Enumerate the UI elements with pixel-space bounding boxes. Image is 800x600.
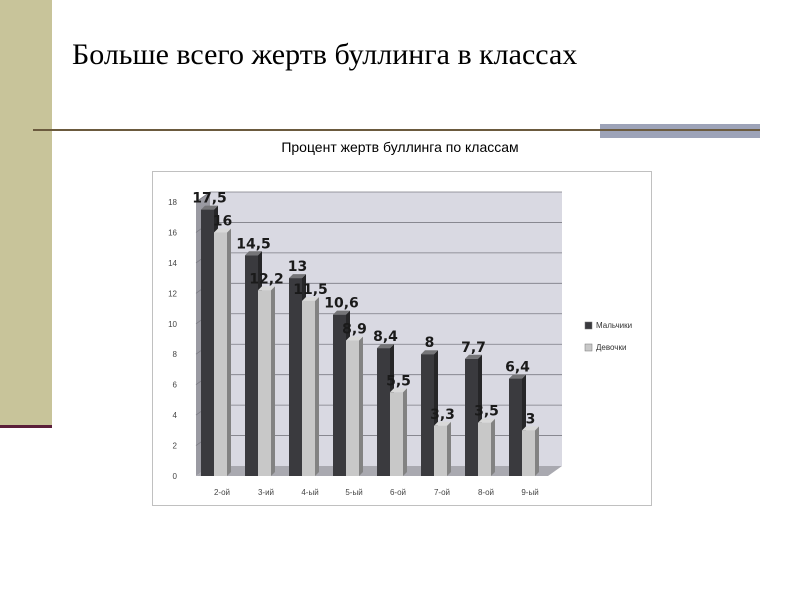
bar-girls xyxy=(478,422,491,476)
bar-side xyxy=(315,296,319,476)
bar-side xyxy=(403,388,407,476)
bar-girls xyxy=(302,300,315,476)
x-tick-label: 2-ой xyxy=(214,488,230,497)
data-label-boys: 8,4 xyxy=(373,329,398,345)
bar-top xyxy=(333,310,350,315)
bar-top xyxy=(478,418,495,423)
bar-girls xyxy=(346,340,359,476)
x-tick-label: 3-ий xyxy=(258,488,274,497)
bar-boys xyxy=(333,314,346,476)
bar-top xyxy=(346,336,363,341)
bar-top xyxy=(421,350,438,355)
bar-top xyxy=(289,274,306,279)
bar-top xyxy=(245,251,262,256)
legend-swatch-boys xyxy=(584,321,593,330)
bar-boys xyxy=(421,354,434,476)
y-tick-label: 4 xyxy=(173,411,178,420)
bar-girls xyxy=(434,425,447,476)
data-label-boys: 13 xyxy=(288,259,307,275)
data-label-boys: 10,6 xyxy=(324,296,359,312)
bar-boys xyxy=(377,348,390,476)
title-divider-accent-line xyxy=(600,129,760,131)
bar-top xyxy=(434,421,451,426)
x-tick-label: 4-ый xyxy=(301,488,318,497)
bar-side xyxy=(447,421,451,476)
slide-title: Больше всего жертв буллинга в классах xyxy=(72,38,578,71)
data-label-girls: 12,2 xyxy=(249,271,284,287)
bar-top xyxy=(465,354,482,359)
bar-top xyxy=(377,344,394,349)
data-label-girls: 3,3 xyxy=(430,407,455,423)
bar-boys xyxy=(465,358,478,476)
bar-boys xyxy=(245,255,258,476)
bar-side xyxy=(271,286,275,476)
y-tick-label: 6 xyxy=(173,381,178,390)
bar-top xyxy=(522,426,539,431)
y-tick-label: 0 xyxy=(173,472,178,481)
data-label-girls: 16 xyxy=(213,213,232,229)
y-tick-label: 14 xyxy=(168,259,177,268)
data-label-girls: 3,5 xyxy=(474,404,499,420)
legend-swatch-girls xyxy=(584,343,593,352)
data-label-boys: 6,4 xyxy=(505,360,530,376)
bar-top xyxy=(258,286,275,291)
title-divider xyxy=(33,129,600,131)
bar-side xyxy=(491,418,495,476)
y-tick-label: 12 xyxy=(168,289,177,298)
legend-label-girls: Девочки xyxy=(596,343,626,352)
data-label-girls: 8,9 xyxy=(342,322,367,338)
bar-girls xyxy=(522,430,535,476)
x-tick-label: 8-ой xyxy=(478,488,494,497)
bar-side xyxy=(359,336,363,476)
sidebar-decoration xyxy=(0,0,52,425)
x-tick-label: 6-ой xyxy=(390,488,406,497)
data-label-girls: 3 xyxy=(526,411,536,427)
x-tick-label: 9-ый xyxy=(521,488,538,497)
bar-top xyxy=(302,296,319,301)
bar-top xyxy=(509,374,526,379)
bar-top xyxy=(214,228,231,233)
bar-boys xyxy=(289,278,302,476)
sidebar-underline xyxy=(0,425,52,428)
bar-side xyxy=(535,426,539,476)
bar-girls xyxy=(214,232,227,476)
y-tick-label: 10 xyxy=(168,320,177,329)
bar-boys xyxy=(509,378,522,476)
bar-top xyxy=(390,388,407,393)
y-tick-label: 18 xyxy=(168,198,177,207)
legend-label-boys: Мальчики xyxy=(596,321,632,330)
data-label-boys: 17,5 xyxy=(192,191,227,207)
chart-caption: Процент жертв буллинга по классам xyxy=(281,139,519,155)
y-tick-label: 2 xyxy=(173,442,178,451)
bar-girls xyxy=(390,392,403,476)
bar-girls xyxy=(258,290,271,476)
x-tick-label: 5-ый xyxy=(345,488,362,497)
data-label-boys: 7,7 xyxy=(461,340,486,356)
x-tick-label: 7-ой xyxy=(434,488,450,497)
bar-side xyxy=(227,228,231,476)
y-tick-label: 16 xyxy=(168,228,177,237)
data-label-girls: 5,5 xyxy=(386,373,411,389)
chart-frame: 0 2 4 6 8 10 12 14 16 18 2-ой 3-ий 4-ый 5-ый 6-ой 7-ой 8… xyxy=(152,171,652,506)
bar-top xyxy=(201,205,218,210)
title-divider-accent xyxy=(600,124,760,138)
data-label-boys: 14,5 xyxy=(236,236,271,252)
gridline-side xyxy=(195,191,211,203)
data-label-boys: 8 xyxy=(425,335,435,351)
data-label-girls: 11,5 xyxy=(293,282,328,298)
bar-chart: 0 2 4 6 8 10 12 14 16 18 2-ой 3-ий 4-ый 5-ый 6-ой 7-ой 8… xyxy=(168,191,632,497)
bar-boys xyxy=(201,209,214,476)
y-tick-label: 8 xyxy=(173,350,178,359)
